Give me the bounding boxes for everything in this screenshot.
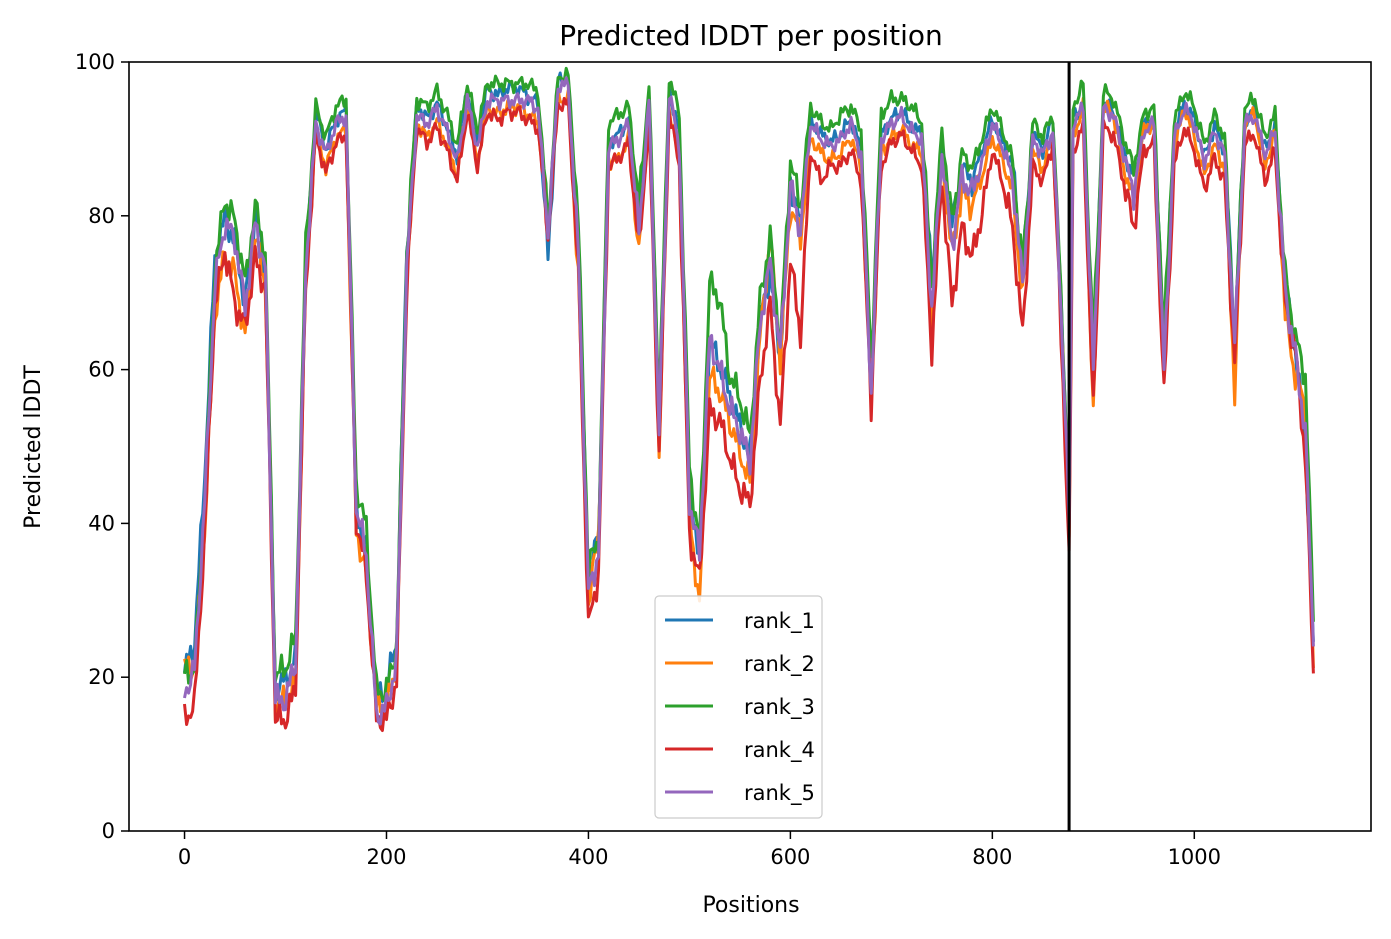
x-tick-label: 800 <box>972 845 1012 869</box>
series-layer <box>183 66 1315 732</box>
y-tick-label: 20 <box>88 665 115 689</box>
legend-label-rank-5: rank_5 <box>744 781 815 806</box>
x-tick-label: 1000 <box>1168 845 1221 869</box>
legend: rank_1 rank_2 rank_3 rank_4 rank_5 <box>654 595 823 819</box>
legend-label-rank-1: rank_1 <box>744 609 815 634</box>
legend-box <box>654 595 823 819</box>
legend-label-rank-4: rank_4 <box>744 738 815 763</box>
x-tick-label: 0 <box>178 845 191 869</box>
y-tick-label: 0 <box>102 819 115 843</box>
series-line-rank-5 <box>183 76 1315 726</box>
y-axis-label: Predicted lDDT <box>21 365 46 529</box>
y-tick-label: 80 <box>88 204 115 228</box>
y-axis: 0 20 40 60 80 100 <box>75 50 129 843</box>
x-axis-label: Positions <box>702 893 799 918</box>
legend-label-rank-3: rank_3 <box>744 695 815 720</box>
y-tick-label: 100 <box>75 50 115 74</box>
legend-label-rank-2: rank_2 <box>744 652 815 677</box>
chart-title: Predicted lDDT per position <box>559 19 943 52</box>
y-tick-label: 40 <box>88 511 115 535</box>
x-tick-label: 400 <box>568 845 608 869</box>
plot-frame <box>128 61 1372 832</box>
x-axis: 0 200 400 600 800 1000 <box>178 831 1221 869</box>
x-tick-label: 200 <box>366 845 406 869</box>
y-tick-label: 60 <box>88 358 115 382</box>
x-tick-label: 600 <box>770 845 810 869</box>
